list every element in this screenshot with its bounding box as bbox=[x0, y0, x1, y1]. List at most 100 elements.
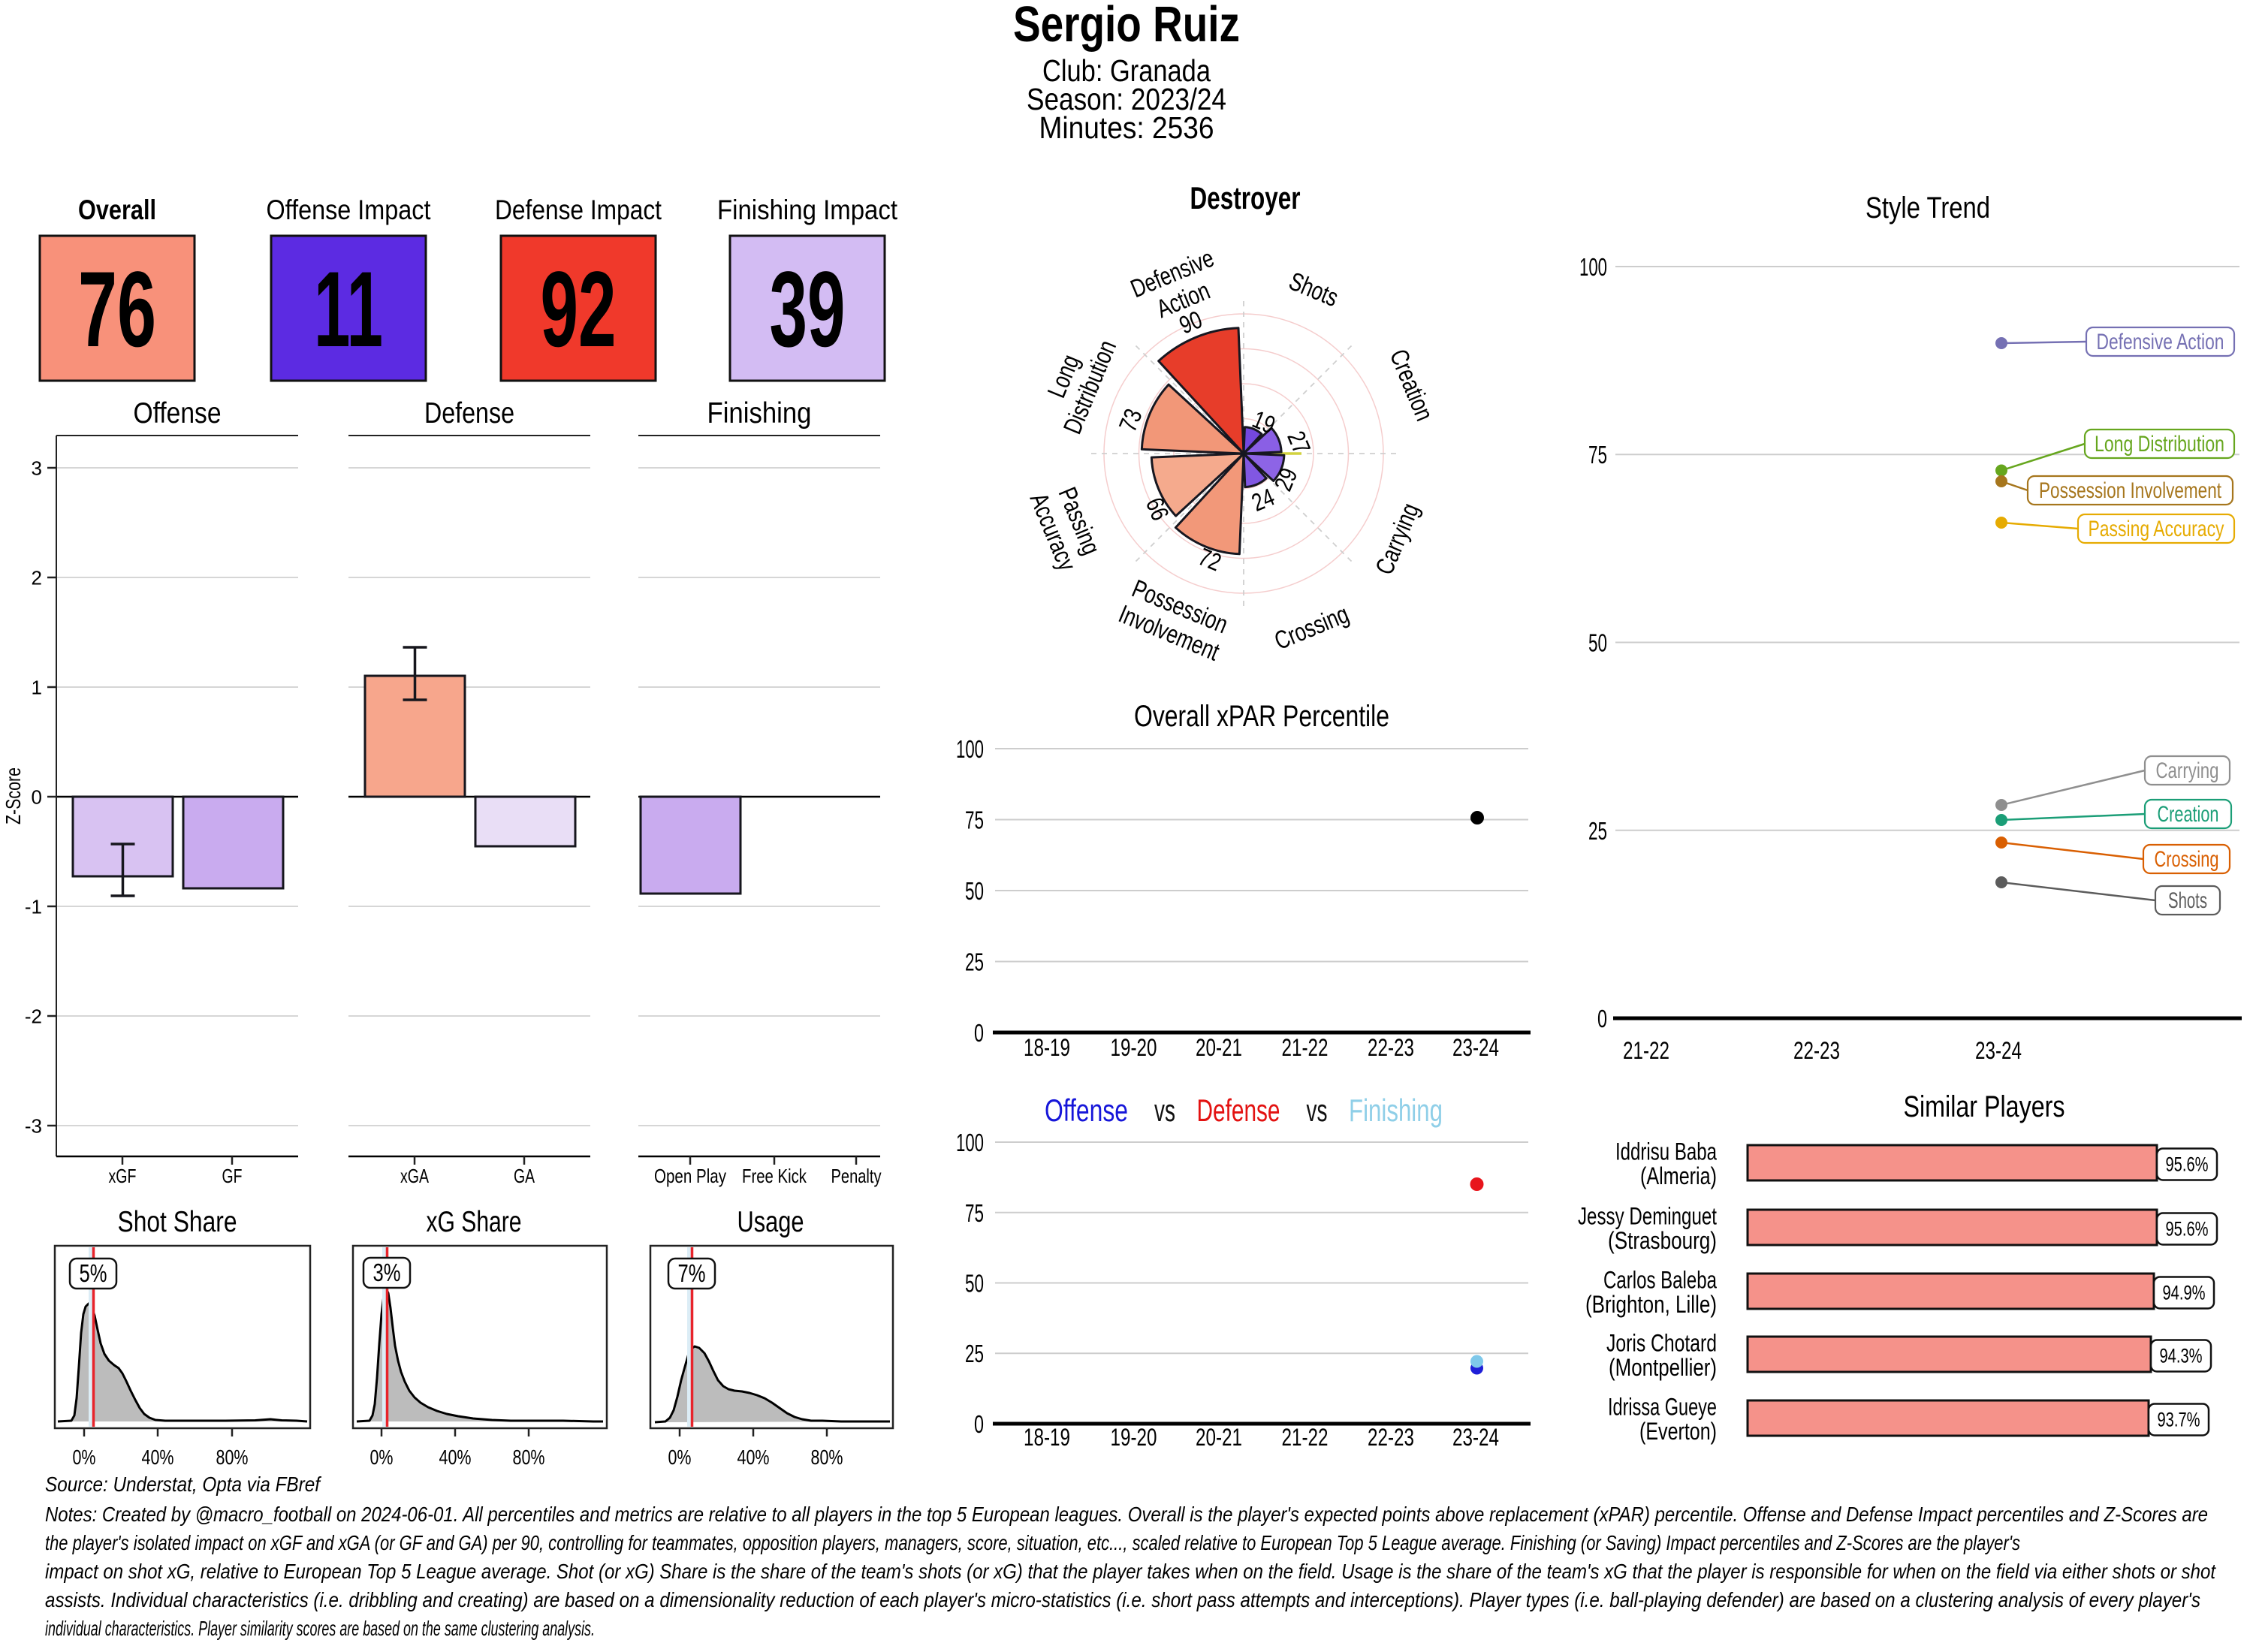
svg-text:40%: 40% bbox=[737, 1446, 770, 1469]
svg-text:GA: GA bbox=[514, 1165, 535, 1187]
svg-text:(Strasbourg): (Strasbourg) bbox=[1608, 1227, 1717, 1254]
svg-text:25: 25 bbox=[965, 948, 984, 976]
svg-text:-3: -3 bbox=[25, 1115, 42, 1138]
svg-text:Defense: Defense bbox=[1197, 1093, 1280, 1128]
svg-text:22-23: 22-23 bbox=[1368, 1034, 1414, 1061]
svg-text:39: 39 bbox=[770, 250, 846, 369]
svg-text:Season: 2023/24: Season: 2023/24 bbox=[1027, 82, 1226, 116]
svg-text:0: 0 bbox=[974, 1410, 984, 1438]
svg-text:75: 75 bbox=[1588, 441, 1607, 469]
svg-text:Long Distribution: Long Distribution bbox=[2095, 432, 2224, 457]
svg-text:0: 0 bbox=[32, 786, 42, 809]
svg-text:100: 100 bbox=[1579, 253, 1607, 281]
svg-text:23-24: 23-24 bbox=[1452, 1034, 1499, 1061]
svg-text:2: 2 bbox=[32, 567, 42, 589]
svg-text:Similar Players: Similar Players bbox=[1904, 1090, 2065, 1123]
svg-text:0%: 0% bbox=[668, 1446, 692, 1469]
svg-text:95.6%: 95.6% bbox=[2166, 1218, 2209, 1241]
svg-text:Destroyer: Destroyer bbox=[1190, 180, 1301, 216]
svg-text:Crossing: Crossing bbox=[2155, 847, 2219, 872]
svg-text:Defensive Action: Defensive Action bbox=[2097, 330, 2224, 354]
svg-text:80%: 80% bbox=[216, 1446, 249, 1469]
svg-text:Jessy Deminguet: Jessy Deminguet bbox=[1578, 1203, 1717, 1230]
svg-text:Defense Impact: Defense Impact bbox=[495, 194, 662, 225]
svg-text:Finishing Impact: Finishing Impact bbox=[717, 194, 898, 225]
svg-text:75: 75 bbox=[965, 1199, 984, 1227]
svg-text:0: 0 bbox=[974, 1019, 984, 1047]
svg-text:19-20: 19-20 bbox=[1111, 1424, 1157, 1451]
svg-text:23-24: 23-24 bbox=[1975, 1037, 2022, 1064]
svg-text:Offense: Offense bbox=[134, 397, 222, 430]
svg-text:assists. Individual characteri: assists. Individual characteristics (i.e… bbox=[45, 1588, 2200, 1611]
svg-text:Offense Impact: Offense Impact bbox=[267, 194, 432, 225]
svg-text:impact on shot xG, relative to: impact on shot xG, relative to European … bbox=[45, 1560, 2216, 1583]
svg-text:Finishing: Finishing bbox=[707, 397, 812, 430]
svg-text:93.7%: 93.7% bbox=[2158, 1409, 2200, 1431]
svg-text:75: 75 bbox=[965, 806, 984, 834]
svg-text:19-20: 19-20 bbox=[1111, 1034, 1157, 1061]
svg-text:Notes: Created by @macro_footb: Notes: Created by @macro_football on 202… bbox=[45, 1503, 2208, 1526]
svg-text:vs: vs bbox=[1307, 1093, 1328, 1128]
svg-text:Minutes: 2536: Minutes: 2536 bbox=[1039, 110, 1214, 145]
svg-text:76: 76 bbox=[78, 250, 156, 369]
svg-text:80%: 80% bbox=[513, 1446, 545, 1469]
svg-text:100: 100 bbox=[956, 1129, 984, 1156]
svg-text:40%: 40% bbox=[439, 1446, 472, 1469]
svg-text:the player's isolated impact o: the player's isolated impact on xGF and … bbox=[45, 1531, 2020, 1554]
svg-text:Shot Share: Shot Share bbox=[118, 1206, 237, 1238]
svg-text:xGA: xGA bbox=[400, 1165, 429, 1187]
svg-text:Offense: Offense bbox=[1045, 1093, 1128, 1128]
svg-text:11: 11 bbox=[314, 250, 383, 369]
svg-text:-2: -2 bbox=[25, 1005, 42, 1028]
svg-text:40%: 40% bbox=[142, 1446, 174, 1469]
svg-text:50: 50 bbox=[1588, 629, 1607, 657]
svg-text:1: 1 bbox=[32, 677, 42, 699]
svg-text:21-22: 21-22 bbox=[1623, 1037, 1669, 1064]
svg-text:80%: 80% bbox=[811, 1446, 843, 1469]
svg-text:Idrissa Gueye: Idrissa Gueye bbox=[1608, 1394, 1717, 1421]
svg-text:22-23: 22-23 bbox=[1793, 1037, 1840, 1064]
svg-text:94.3%: 94.3% bbox=[2160, 1345, 2203, 1367]
svg-text:Iddrisu Baba: Iddrisu Baba bbox=[1615, 1138, 1717, 1165]
svg-text:0%: 0% bbox=[370, 1446, 394, 1469]
svg-text:25: 25 bbox=[965, 1340, 984, 1367]
svg-text:20-21: 20-21 bbox=[1196, 1034, 1242, 1061]
svg-text:0%: 0% bbox=[73, 1446, 96, 1469]
svg-text:92: 92 bbox=[541, 250, 617, 369]
svg-text:50: 50 bbox=[965, 1270, 984, 1298]
svg-text:(Almeria): (Almeria) bbox=[1640, 1162, 1717, 1189]
svg-text:xG Share: xG Share bbox=[427, 1206, 522, 1238]
svg-text:100: 100 bbox=[956, 735, 984, 763]
svg-text:Club: Granada: Club: Granada bbox=[1042, 53, 1211, 88]
svg-text:18-19: 18-19 bbox=[1024, 1424, 1070, 1451]
svg-text:23-24: 23-24 bbox=[1452, 1424, 1499, 1451]
svg-text:25: 25 bbox=[1588, 817, 1607, 845]
svg-text:Sergio Ruiz: Sergio Ruiz bbox=[1013, 0, 1240, 53]
svg-text:Shots: Shots bbox=[2168, 888, 2207, 913]
svg-text:50: 50 bbox=[965, 877, 984, 905]
svg-text:(Montpellier): (Montpellier) bbox=[1609, 1354, 1717, 1381]
svg-text:Free Kick: Free Kick bbox=[742, 1165, 807, 1187]
svg-text:94.9%: 94.9% bbox=[2163, 1282, 2206, 1304]
svg-text:21-22: 21-22 bbox=[1282, 1424, 1329, 1451]
svg-text:Usage: Usage bbox=[737, 1206, 804, 1238]
svg-text:(Brighton, Lille): (Brighton, Lille) bbox=[1585, 1291, 1717, 1318]
svg-text:Passing Accuracy: Passing Accuracy bbox=[2089, 517, 2224, 541]
svg-text:5%: 5% bbox=[80, 1259, 107, 1287]
svg-text:(Everton): (Everton) bbox=[1639, 1418, 1717, 1445]
svg-text:Creation: Creation bbox=[2158, 802, 2219, 827]
svg-text:7%: 7% bbox=[678, 1259, 706, 1287]
svg-text:xGF: xGF bbox=[109, 1165, 137, 1187]
svg-text:95.6%: 95.6% bbox=[2166, 1153, 2209, 1176]
svg-text:Possession Involvement: Possession Involvement bbox=[2039, 478, 2221, 503]
svg-text:Open Play: Open Play bbox=[654, 1165, 726, 1187]
svg-text:20-21: 20-21 bbox=[1196, 1424, 1242, 1451]
svg-text:-1: -1 bbox=[25, 896, 42, 918]
svg-text:Z-Score: Z-Score bbox=[2, 767, 25, 824]
svg-text:3%: 3% bbox=[373, 1259, 401, 1286]
svg-text:0: 0 bbox=[1597, 1005, 1607, 1032]
svg-text:Source: Understat, Opta via FB: Source: Understat, Opta via FBref bbox=[45, 1473, 322, 1496]
svg-text:GF: GF bbox=[222, 1165, 243, 1187]
svg-text:Joris Chotard: Joris Chotard bbox=[1606, 1330, 1717, 1357]
svg-text:3: 3 bbox=[32, 457, 42, 480]
